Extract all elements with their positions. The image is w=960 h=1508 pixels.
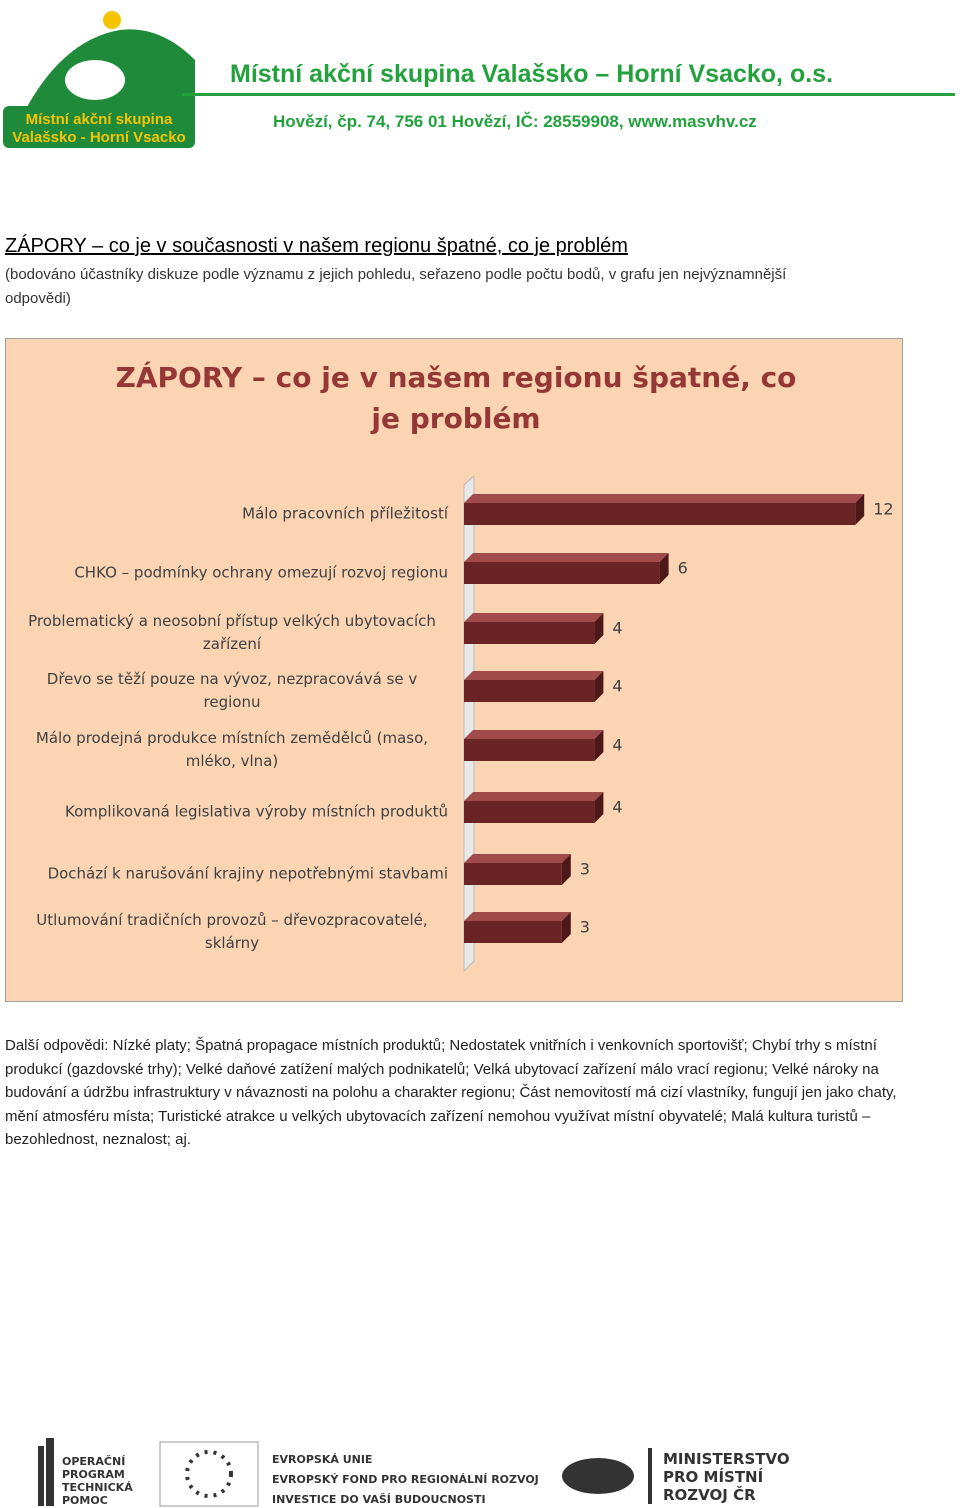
bar [464,494,865,525]
footer-text: MINISTERSTVO [663,1450,790,1468]
footer-text: INVESTICE DO VAŠÍ BUDOUCNOSTI [272,1493,486,1506]
category-text: CHKO – podmínky ochrany omezují rozvoj r… [74,563,448,582]
bar-side [561,854,571,885]
category-label: Málo pracovních příležitostí [16,503,448,526]
logo-text: Valašsko - Horní Vsacko [12,129,185,146]
value-label: 3 [579,917,590,937]
bar-side [594,613,604,644]
bar-front [464,921,562,943]
bar-side [855,494,865,525]
bar-side [659,553,669,584]
value-label: 4 [612,797,623,817]
value-label: 4 [612,676,623,696]
category-label: Dochází k narušování krajiny nepotřebným… [16,863,448,886]
footer-text: POMOC [62,1494,108,1507]
category-text: Utlumování tradičních provozů – dřevozpr… [36,911,428,952]
category-text: Málo pracovních příležitostí [242,504,448,523]
bar [464,912,571,943]
category-text: Problematický a neosobní přístup velkých… [28,612,436,653]
value-label: 3 [579,859,590,879]
category-text: Komplikovaná legislativa výroby místních… [65,802,448,821]
org-address: Hovězí, čp. 74, 756 01 Hovězí, IČ: 28559… [273,112,757,131]
category-text: Dochází k narušování krajiny nepotřebným… [47,864,448,883]
footer-text: OPERAČNÍ [62,1455,126,1468]
bar-top [464,854,571,863]
other-answers: Další odpovědi: Nízké platy; Špatná prop… [5,1037,897,1148]
bar-side [594,671,604,702]
value-label: 4 [612,618,623,638]
bar-side [594,792,604,823]
footer-text: EVROPSKÁ UNIE [272,1453,373,1466]
bar [464,792,604,823]
axis-wall [463,474,475,973]
logo-text: Místní akční skupina [26,111,173,128]
category-label: Málo prodejná produkce místních zemědělc… [16,727,448,773]
category-label: CHKO – podmínky ochrany omezují rozvoj r… [16,562,448,585]
bar [464,854,571,885]
category-label: Problematický a neosobní přístup velkých… [16,610,448,656]
value-label: 6 [677,558,688,578]
bar-front [464,801,595,823]
footer-text: EVROPSKÝ FOND PRO REGIONÁLNÍ ROZVOJ [272,1473,539,1486]
bar-front [464,503,856,525]
chart: ZÁPORY – co je v našem regionu špatné, c… [5,338,903,1002]
category-text: Dřevo se těží pouze na vývoz, nezpracová… [46,670,418,711]
bar-front [464,680,595,702]
bar [464,730,604,761]
bar-front [464,622,595,644]
bar-side [594,730,604,761]
org-title: Místní akční skupina Valašsko – Horní Vs… [230,60,834,88]
bar-front [464,739,595,761]
bar [464,613,604,644]
bar [464,671,604,702]
footer-text: ROZVOJ ČR [663,1486,756,1504]
category-label: Komplikovaná legislativa výroby místních… [16,801,448,824]
bar-front [464,863,562,885]
logo: Místní akční skupina Valašsko - Horní Vs… [3,11,195,148]
bar-top [464,671,604,680]
bar-side [561,912,571,943]
header-rule [182,93,955,96]
footer-text: PRO MÍSTNÍ [663,1468,764,1486]
category-label: Utlumování tradičních provozů – dřevozpr… [16,909,448,955]
bar-top [464,792,604,801]
footer-text: TECHNICKÁ [62,1481,133,1494]
value-label: 12 [873,499,894,519]
bar-top [464,494,865,503]
footer-logos [38,1438,652,1507]
bar [464,553,669,584]
section-heading: ZÁPORY – co je v současnosti v našem reg… [5,235,628,257]
footer-text: PROGRAM [62,1468,125,1481]
section-note: (bodováno účastníky diskuze podle význam… [5,266,787,307]
bar-top [464,912,571,921]
chart-title: ZÁPORY – co je v našem regionu špatné, c… [115,361,797,435]
bar-top [464,553,669,562]
category-text: Málo prodejná produkce místních zemědělc… [35,729,429,770]
bar-front [464,562,660,584]
bar-top [464,730,604,739]
plot [463,474,865,973]
value-label: 4 [612,735,623,755]
bar-top [464,613,604,622]
category-label: Dřevo se těží pouze na vývoz, nezpracová… [16,668,448,714]
